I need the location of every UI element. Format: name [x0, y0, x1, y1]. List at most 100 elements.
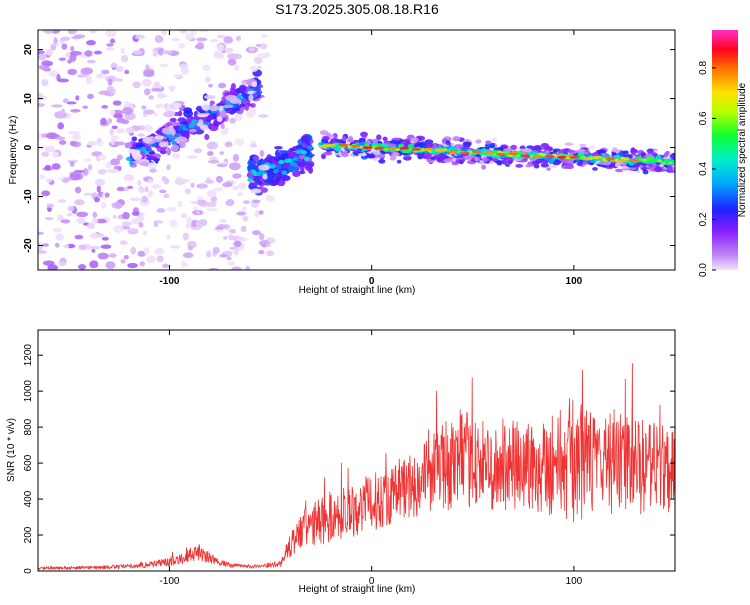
spectrogram-blob [152, 51, 158, 57]
spectrogram-blob [83, 158, 92, 163]
spectrogram-blob [56, 73, 61, 82]
spectrogram-blob [193, 148, 203, 154]
spectrogram-blob [358, 137, 366, 143]
spectrogram-blob [362, 146, 373, 150]
spectrogram-blob [207, 160, 220, 164]
spectrogram-blob [208, 83, 213, 88]
spectrogram-blob [319, 130, 329, 136]
spectrogram-blob [86, 59, 96, 64]
spectrogram-blob [142, 230, 147, 236]
spectrogram-blob [484, 143, 492, 149]
spectrogram-blob [206, 190, 217, 198]
spectrogram-blob [515, 163, 524, 168]
spectrogram-blob [38, 231, 44, 235]
spectrogram-blob [89, 232, 101, 239]
spectrogram-blob [42, 260, 55, 266]
spectrogram-blob [83, 192, 93, 196]
spectrogram-blob [489, 160, 494, 165]
spectrogram-blob [87, 164, 93, 171]
spectrogram-blob [156, 220, 163, 224]
spectrogram-blob [221, 161, 228, 165]
spectrogram-blob [391, 152, 400, 157]
spectrogram-blob [82, 168, 89, 176]
spectrogram-blob [206, 141, 219, 150]
spectrogram-blob [142, 136, 152, 144]
spectrogram-blob [54, 242, 60, 248]
spectrogram-blob [137, 250, 146, 257]
spectrogram-blob [671, 160, 675, 164]
spectrogram-blob [453, 144, 464, 149]
spectrogram-blob [67, 205, 75, 212]
spectrogram-blob [94, 178, 106, 187]
spectrogram-blob [69, 173, 81, 181]
spectrogram-blob [459, 151, 470, 155]
spectrogram-blob [110, 135, 120, 141]
spectrogram-blob [78, 264, 87, 270]
spectrogram-blob [195, 105, 203, 112]
spectrogram-blob [234, 114, 243, 121]
spectrogram-blob [185, 223, 192, 229]
spectrogram-blob [169, 117, 177, 123]
spectrogram-blob [496, 160, 503, 166]
spectrogram-blob [614, 162, 621, 168]
spectrogram-blob [97, 252, 109, 260]
spectrogram-blob [70, 109, 81, 113]
spectrogram-blob [614, 149, 621, 153]
spectrogram-blob [289, 161, 296, 166]
spectrogram-blob [60, 219, 71, 224]
spectrogram-blob [66, 212, 73, 217]
spectrogram-blob [188, 123, 195, 129]
spectrogram-blob [131, 136, 138, 142]
spectrogram-blob [222, 182, 233, 188]
spectrogram-blob [146, 255, 156, 264]
spectrogram-blob [338, 143, 349, 147]
spectrogram-blob [121, 221, 132, 227]
spectrogram-blob [53, 37, 58, 45]
spectrogram-blob [110, 62, 118, 68]
spectrogram-blob [174, 133, 181, 138]
spectrogram-blob [510, 144, 517, 151]
spectrogram-blob [186, 216, 193, 225]
spectrogram-blob [199, 109, 206, 115]
spectrogram-x-tick-label: -100 [159, 276, 179, 287]
spectrogram-blob [248, 94, 254, 102]
spectrogram-blob [120, 258, 126, 264]
spectrogram-blob [166, 164, 171, 171]
spectrogram-blob [200, 124, 209, 131]
spectrogram-blob [382, 136, 388, 142]
spectrogram-blob [653, 166, 663, 173]
spectrogram-blob [120, 119, 130, 125]
spectrogram-blob [417, 155, 424, 160]
spectrogram-blob [234, 138, 245, 146]
spectrogram-blob [196, 41, 205, 50]
spectrogram-y-tick-label: -20 [23, 238, 34, 253]
spectrogram-blob [435, 149, 446, 153]
spectrogram-blob [41, 151, 50, 157]
spectrogram-blob [175, 136, 188, 143]
spectrogram-blob [117, 165, 122, 172]
snr-x-tick-label: 100 [566, 576, 583, 587]
spectrogram-blob [445, 140, 451, 146]
spectrogram-blob [221, 96, 226, 102]
spectrogram-blob [651, 152, 658, 157]
spectrogram-blob [389, 156, 397, 161]
spectrogram-blob [144, 186, 149, 193]
spectrogram-blob [92, 217, 99, 224]
spectrogram-blob [208, 267, 219, 270]
spectrogram-blob [544, 155, 555, 158]
spectrogram-blob [279, 150, 289, 154]
spectrogram-blob [100, 117, 107, 126]
spectrogram-blob [219, 151, 225, 155]
spectrogram-blob [190, 182, 195, 188]
spectrogram-blob [196, 183, 208, 189]
spectrogram-blob [195, 221, 200, 227]
spectrogram-blob [87, 93, 94, 100]
spectrogram-blob [326, 144, 337, 147]
spectrogram-blob [190, 201, 199, 205]
snr-x-tick-label: -100 [159, 576, 179, 587]
spectrogram-blob [250, 65, 258, 72]
colorbar-tick-label: 0.8 [698, 61, 709, 75]
spectrogram-blob [226, 256, 232, 261]
spectrogram-blob [112, 215, 117, 219]
